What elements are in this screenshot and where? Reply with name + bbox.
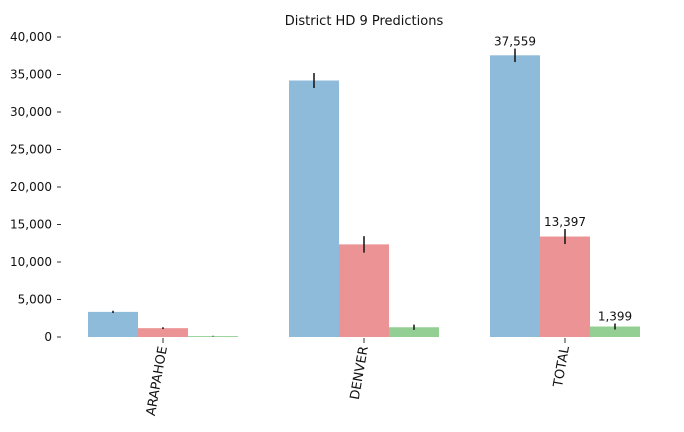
y-tick-label: 40,000 [10,30,52,44]
bar [188,336,238,337]
y-tick-label: 20,000 [10,180,52,194]
x-tick-label: ARAPAHOE [144,345,171,417]
bar [389,327,439,337]
data-label: 1,399 [598,310,632,324]
y-tick-label: 25,000 [10,143,52,157]
y-tick-label: 10,000 [10,255,52,269]
x-tick-label: TOTAL [551,344,573,389]
data-label: 13,397 [544,215,586,229]
chart-title: District HD 9 Predictions [285,14,444,29]
y-tick-label: 30,000 [10,105,52,119]
data-labels: 37,559 13,397 1,399 [494,35,632,324]
bars [88,55,640,338]
bar [339,244,389,337]
x-tick-label: DENVER [348,345,372,401]
x-axis: ARAPAHOE DENVER TOTAL [144,338,573,417]
bar [289,80,339,337]
bar [490,55,540,338]
bar [138,328,188,337]
y-tick-label: 0 [44,330,52,344]
error-bars [112,48,616,337]
data-label: 37,559 [494,35,536,49]
y-tick-label: 5,000 [18,293,52,307]
y-axis: 0 5,000 10,000 15,000 20,000 25,000 30,000 35,0… [10,30,61,344]
y-tick-label: 15,000 [10,218,52,232]
y-tick-label: 35,000 [10,68,52,82]
bar [88,311,138,337]
bar [540,236,590,337]
bar [590,326,640,337]
